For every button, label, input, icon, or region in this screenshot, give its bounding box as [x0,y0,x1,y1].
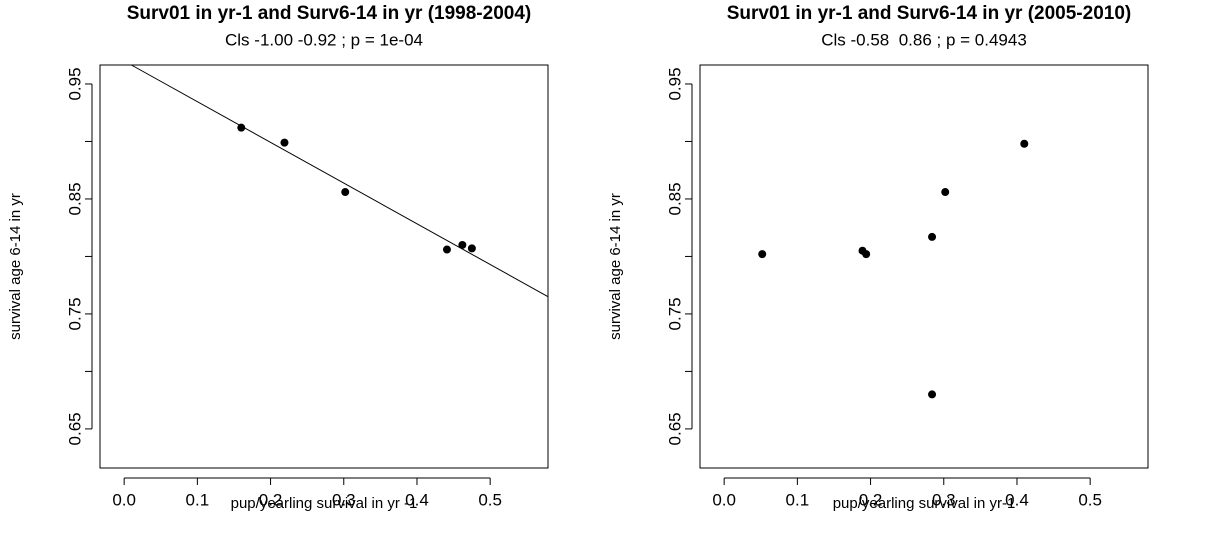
point [467,244,476,253]
x-tick-label: 0.5 [478,490,502,509]
y-axis-label: survival age 6-14 in yr [7,193,24,340]
x-tick-label: 0.4 [405,490,429,509]
x-tick-label: 0.1 [786,490,810,509]
x-tick-label: 0.2 [859,490,883,509]
point [928,232,937,241]
point [1020,139,1029,148]
x-tick-label: 0.0 [712,490,736,509]
x-tick-label: 0.4 [1005,490,1029,509]
x-axis-label: pup/yearling survival in yr-1 [833,495,1016,512]
point [941,188,950,197]
x-tick-label: 0.3 [932,490,956,509]
y-tick-label: 0.85 [665,182,684,215]
y-tick-label: 0.65 [665,412,684,445]
x-tick-label: 0.3 [332,490,356,509]
x-tick-label: 0.1 [186,490,210,509]
y-tick-label: 0.75 [65,297,84,330]
x-tick-label: 0.5 [1078,490,1102,509]
y-tick-label: 0.75 [665,297,684,330]
point [280,138,289,147]
x-tick-label: 0.2 [259,490,283,509]
point [237,123,246,132]
chart-panel: Surv01 in yr-1 and Surv6-14 in yr (2005-… [607,3,1149,512]
x-axis-label: pup/yearling survival in yr -1 [231,495,418,512]
point [442,245,451,254]
x-tick-label: 0.0 [112,490,136,509]
chart-title: Surv01 in yr-1 and Surv6-14 in yr (1998-… [127,3,531,24]
y-tick-label: 0.85 [65,182,84,215]
point [862,250,871,259]
chart-panel: Surv01 in yr-1 and Surv6-14 in yr (1998-… [7,3,549,512]
point [341,188,350,197]
chart-subtitle: Cls -1.00 -0.92 ; p = 1e-04 [225,30,423,49]
plot-box [99,64,549,469]
y-tick-label: 0.95 [65,67,84,100]
fit-line [131,64,549,298]
chart-subtitle: Cls -0.58 0.86 ; p = 0.4943 [821,30,1027,49]
y-axis-label: survival age 6-14 in yr [607,193,624,340]
point [758,250,767,259]
y-tick-label: 0.65 [65,412,84,445]
chart-title: Surv01 in yr-1 and Surv6-14 in yr (2005-… [727,3,1131,24]
y-tick-label: 0.95 [665,67,684,100]
point [458,240,467,249]
point [928,390,937,399]
plot-box [699,64,1149,469]
